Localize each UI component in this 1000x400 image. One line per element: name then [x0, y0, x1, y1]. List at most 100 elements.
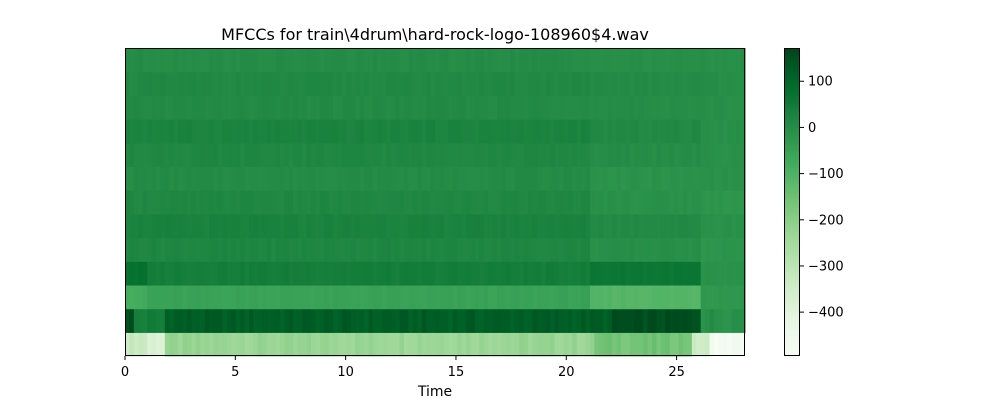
heatmap-cell	[483, 332, 489, 357]
heatmap-cell	[417, 332, 423, 357]
heatmap-cell	[705, 71, 711, 96]
heatmap-cell	[164, 190, 170, 215]
heatmap-cell	[195, 332, 201, 357]
heatmap-cell	[200, 332, 206, 357]
heatmap-cell	[718, 119, 724, 144]
heatmap-cell	[705, 142, 711, 168]
heatmap-cell	[466, 95, 472, 120]
heatmap-cell	[142, 237, 148, 262]
heatmap-cell	[722, 284, 728, 310]
heatmap-cell	[687, 95, 693, 120]
heatmap-cell	[328, 308, 334, 333]
heatmap-cell	[590, 119, 596, 144]
heatmap-cell	[705, 190, 711, 215]
heatmap-cell	[532, 71, 538, 96]
heatmap-cell	[195, 284, 201, 310]
heatmap-cell	[523, 284, 529, 310]
heatmap-cell	[173, 166, 179, 191]
heatmap-cell	[421, 213, 427, 239]
heatmap-cell	[373, 166, 379, 191]
heatmap-cell	[315, 119, 321, 144]
heatmap-cell	[696, 95, 702, 120]
heatmap-cell	[350, 308, 356, 333]
heatmap-cell	[678, 284, 684, 310]
heatmap-cell	[621, 190, 627, 215]
x-axis-label: Time	[417, 384, 452, 400]
heatmap-cell	[660, 48, 666, 73]
heatmap-cell	[421, 95, 427, 120]
heatmap-cell	[519, 332, 525, 357]
heatmap-cell	[191, 95, 197, 120]
heatmap-cell	[488, 48, 494, 73]
heatmap-cell	[656, 142, 662, 168]
heatmap-cell	[665, 142, 671, 168]
heatmap-cell	[545, 71, 551, 96]
heatmap-cell	[541, 261, 547, 286]
heatmap-cell	[488, 284, 494, 310]
heatmap-cell	[253, 213, 259, 239]
heatmap-cell	[147, 166, 153, 191]
heatmap-cell	[523, 166, 529, 191]
heatmap-cell	[408, 119, 414, 144]
heatmap-cell	[151, 261, 157, 286]
heatmap-cell	[700, 237, 706, 262]
heatmap-cell	[532, 95, 538, 120]
heatmap-cell	[479, 166, 485, 191]
heatmap-cell	[412, 48, 418, 73]
heatmap-cell	[683, 261, 689, 286]
heatmap-cell	[550, 308, 556, 333]
heatmap-cell	[125, 190, 131, 215]
heatmap-cell	[328, 71, 334, 96]
heatmap-cell	[439, 142, 445, 168]
heatmap-cell	[315, 213, 321, 239]
heatmap-cell	[603, 213, 609, 239]
heatmap-cell	[435, 95, 441, 120]
heatmap-cell	[497, 332, 503, 357]
heatmap-cell	[253, 95, 259, 120]
heatmap-cell	[643, 142, 649, 168]
heatmap-cell	[691, 166, 697, 191]
heatmap-cell	[249, 332, 255, 357]
colorbar	[784, 48, 800, 356]
heatmap-cell	[709, 71, 715, 96]
heatmap-cell	[567, 142, 573, 168]
heatmap-cell	[731, 166, 737, 191]
heatmap-cell	[319, 190, 325, 215]
heatmap-cell	[235, 190, 241, 215]
heatmap-cell	[138, 71, 144, 96]
heatmap-cell	[474, 71, 480, 96]
heatmap-cell	[541, 213, 547, 239]
heatmap-cell	[235, 261, 241, 286]
heatmap-cell	[364, 308, 370, 333]
heatmap-cell	[125, 237, 131, 262]
heatmap-cell	[647, 332, 653, 357]
heatmap-cell	[435, 190, 441, 215]
heatmap-cell	[452, 48, 458, 73]
heatmap-cell	[257, 142, 263, 168]
heatmap-cell	[231, 166, 237, 191]
heatmap-cell	[457, 284, 463, 310]
heatmap-cell	[594, 119, 600, 144]
heatmap-cell	[594, 237, 600, 262]
heatmap-cell	[324, 95, 330, 120]
heatmap-cell	[470, 213, 476, 239]
heatmap-cell	[740, 48, 746, 73]
heatmap-cell	[457, 213, 463, 239]
heatmap-cell	[195, 190, 201, 215]
heatmap-cell	[200, 190, 206, 215]
heatmap-cell	[133, 284, 139, 310]
heatmap-cell	[386, 261, 392, 286]
heatmap-cell	[226, 284, 232, 310]
heatmap-cell	[240, 284, 246, 310]
heatmap-cell	[714, 142, 720, 168]
heatmap-cell	[691, 332, 697, 357]
heatmap-cell	[714, 166, 720, 191]
heatmap-cell	[576, 237, 582, 262]
heatmap-cell	[740, 190, 746, 215]
heatmap-cell	[129, 261, 135, 286]
heatmap-cell	[125, 119, 131, 144]
heatmap-cell	[350, 142, 356, 168]
heatmap-cell	[488, 237, 494, 262]
heatmap-cell	[319, 213, 325, 239]
heatmap-cell	[687, 261, 693, 286]
